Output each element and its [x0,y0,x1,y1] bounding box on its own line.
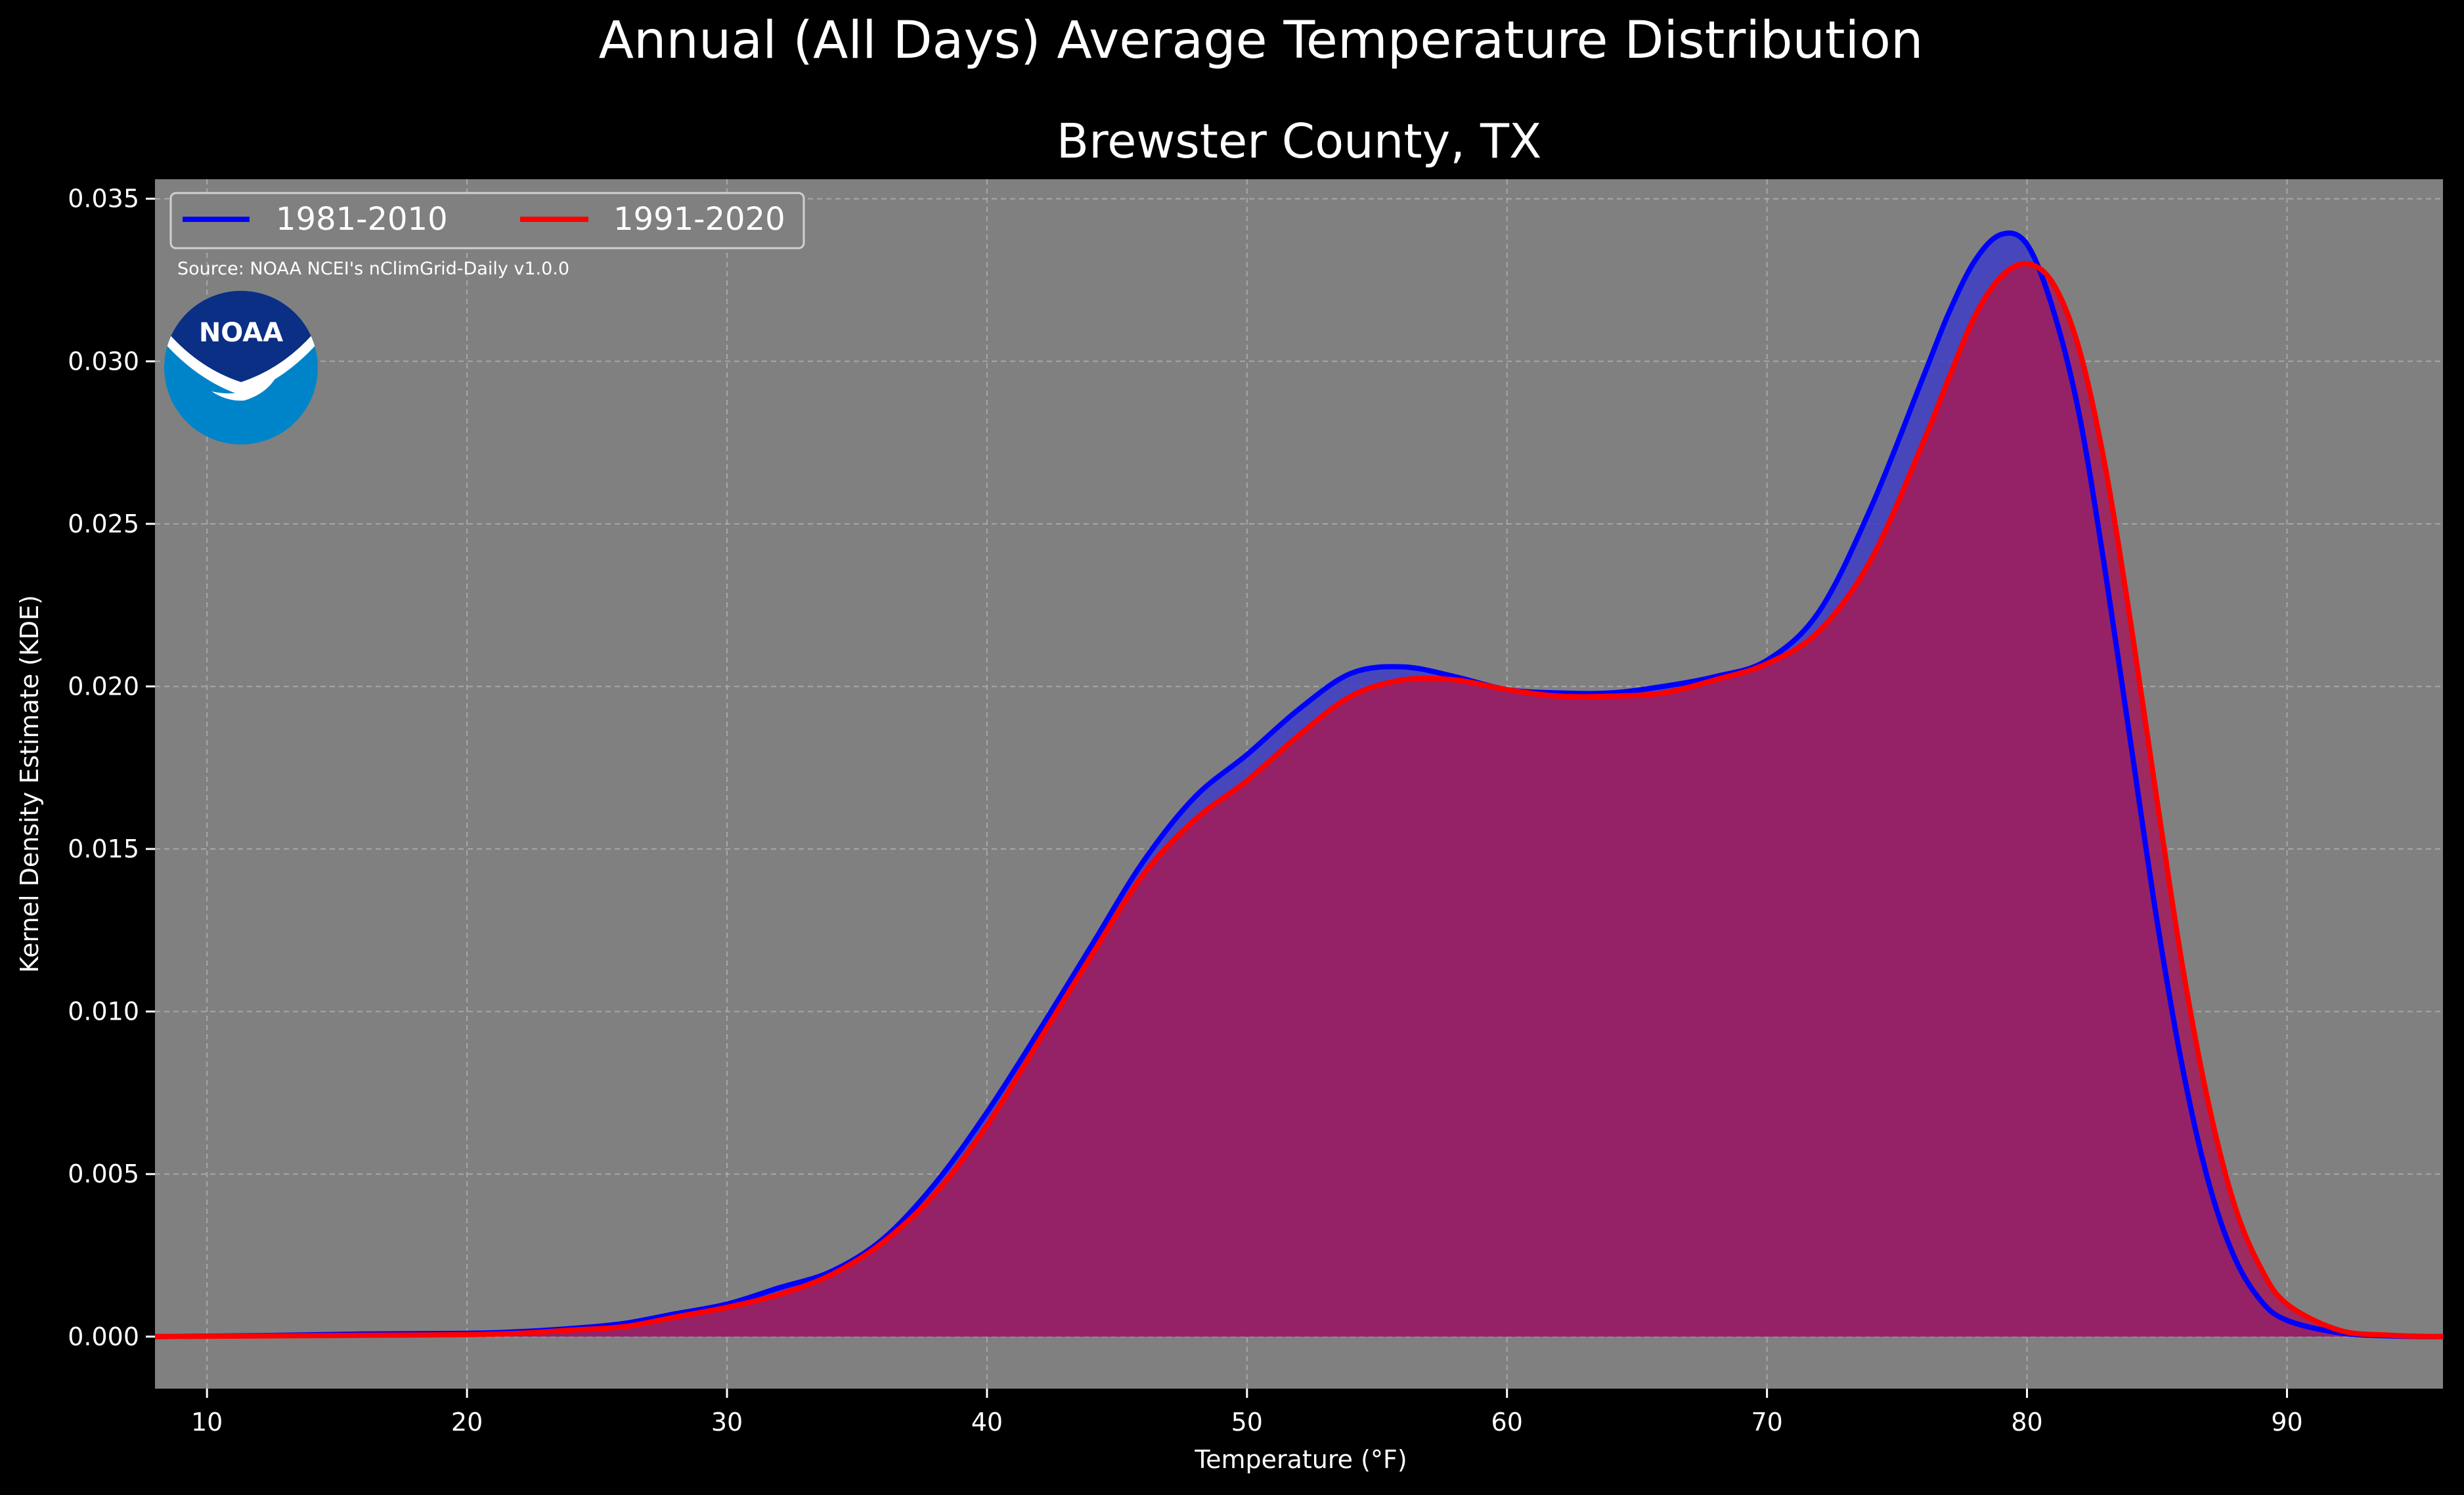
kde-line-1981-2010 [154,230,2444,1339]
y-axis-label: Kernel Density Estimate (KDE) [15,595,44,973]
noaa-logo: NOAA [164,291,318,444]
kde-area-1991-2020 [155,263,2443,1337]
y-tick-label: 0.025 [68,509,139,538]
noaa-logo-text: NOAA [199,318,283,348]
y-tick-label: 0.015 [68,834,139,863]
kde-line-1991-2020 [154,261,2444,1339]
chart-title: Brewster County, TX [1057,114,1542,169]
legend-label-1981-2010: 1981-2010 [276,201,448,238]
y-tick-label: 0.035 [68,184,139,213]
x-tick-label: 40 [971,1408,1003,1437]
y-tick-label: 0.010 [68,997,139,1026]
x-tick-label: 20 [451,1408,483,1437]
y-tick-label: 0.020 [68,672,139,701]
x-tick-label: 70 [1751,1408,1782,1437]
x-axis-label: Temperature (°F) [1194,1445,1407,1474]
x-tick-label: 60 [1491,1408,1523,1437]
x-tick-label: 90 [2271,1408,2302,1437]
x-tick-label: 50 [1231,1408,1263,1437]
legend-box [169,192,805,249]
y-tick-label: 0.000 [68,1322,139,1351]
figure-suptitle: Annual (All Days) Average Temperature Di… [599,11,1924,70]
x-tick-label: 80 [2011,1408,2042,1437]
axis-ticks: 10 20 30 40 50 60 70 80 90 0.000 0.005 0.010 0.015 0.… [68,184,2302,1437]
x-tick-label: 10 [191,1408,223,1437]
x-tick-label: 30 [711,1408,743,1437]
legend-label-1991-2020: 1991-2020 [613,201,785,238]
source-note: Source: NOAA NCEI's nClimGrid-Daily v1.0… [177,259,569,279]
legend: 1981-2010 1991-2020 [169,192,805,249]
y-tick-label: 0.030 [68,347,139,376]
kde-lines [154,230,2444,1339]
y-tick-label: 0.005 [68,1159,139,1188]
